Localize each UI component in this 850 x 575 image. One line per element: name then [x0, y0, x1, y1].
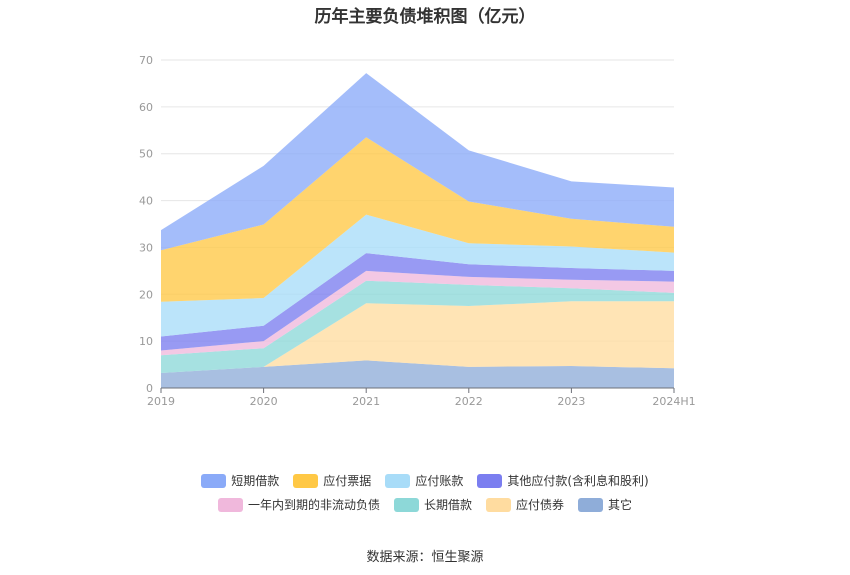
y-tick-label: 70	[139, 54, 153, 67]
y-tick-label: 20	[139, 288, 153, 301]
legend-row-2: 一年内到期的非流动负债 长期借款 应付债券 其它	[0, 496, 850, 513]
axis-layer: 0 10 20 30 40 50 60 70 2019 2020 2021 2022 2023 2024H…	[139, 54, 696, 408]
y-tick-label: 40	[139, 195, 153, 208]
legend-swatch	[486, 497, 511, 512]
data-source-text: 数据来源：恒生聚源	[366, 550, 484, 565]
legend-label: 一年内到期的非流动负债	[247, 498, 380, 512]
y-tick-label: 10	[139, 335, 153, 348]
legend-swatch	[477, 473, 503, 488]
legend-swatch	[385, 473, 411, 488]
legend-label: 长期借款	[423, 498, 472, 512]
legend-label: 其他应付款(含利息和股利)	[507, 474, 649, 488]
legend-item[interactable]: 其他应付款(含利息和股利)	[477, 472, 649, 489]
legend-item[interactable]: 一年内到期的非流动负债	[217, 496, 380, 513]
legend-label: 应付票据	[323, 474, 372, 488]
x-tick-label: 2019	[147, 395, 175, 408]
legend-item[interactable]: 其它	[578, 496, 632, 513]
area-layer	[161, 73, 674, 388]
legend-swatch	[578, 497, 604, 512]
x-tick-label: 2021	[352, 395, 380, 408]
x-tick-label: 2020	[250, 395, 278, 408]
legend-label: 其它	[608, 498, 633, 512]
area-series-5	[161, 214, 674, 337]
legend-item[interactable]: 短期借款	[201, 472, 279, 489]
legend-item[interactable]: 应付票据	[293, 472, 371, 489]
legend-label: 应付债券	[516, 498, 565, 512]
area-series-1	[161, 301, 674, 373]
legend-swatch	[217, 497, 243, 512]
legend-row-1: 短期借款 应付票据 应付账款 其他应付款(含利息和股利)	[0, 472, 850, 489]
legend-label: 应付账款	[415, 474, 464, 488]
chart-title: 历年主要负债堆积图（亿元）	[314, 7, 536, 27]
y-tick-label: 0	[146, 382, 153, 395]
legend-item[interactable]: 长期借款	[393, 496, 472, 513]
x-tick-label: 2023	[557, 395, 585, 408]
area-series-4	[161, 253, 674, 351]
area-series-0	[161, 360, 674, 388]
y-tick-label: 50	[139, 148, 153, 161]
legend-swatch	[393, 497, 419, 512]
legend-swatch	[293, 473, 319, 488]
legend-item[interactable]: 应付债券	[486, 496, 564, 513]
area-series-7	[161, 73, 674, 251]
legend-swatch	[201, 473, 227, 488]
y-tick-label: 60	[139, 101, 153, 114]
area-series-6	[161, 137, 674, 302]
y-tick-label: 30	[139, 241, 153, 254]
legend-label: 短期借款	[231, 474, 280, 488]
area-series-3	[161, 270, 674, 356]
legend-item[interactable]: 应付账款	[385, 472, 463, 489]
x-tick-label: 2024H1	[652, 395, 695, 408]
x-tick-label: 2022	[455, 395, 483, 408]
area-series-2	[161, 280, 674, 373]
